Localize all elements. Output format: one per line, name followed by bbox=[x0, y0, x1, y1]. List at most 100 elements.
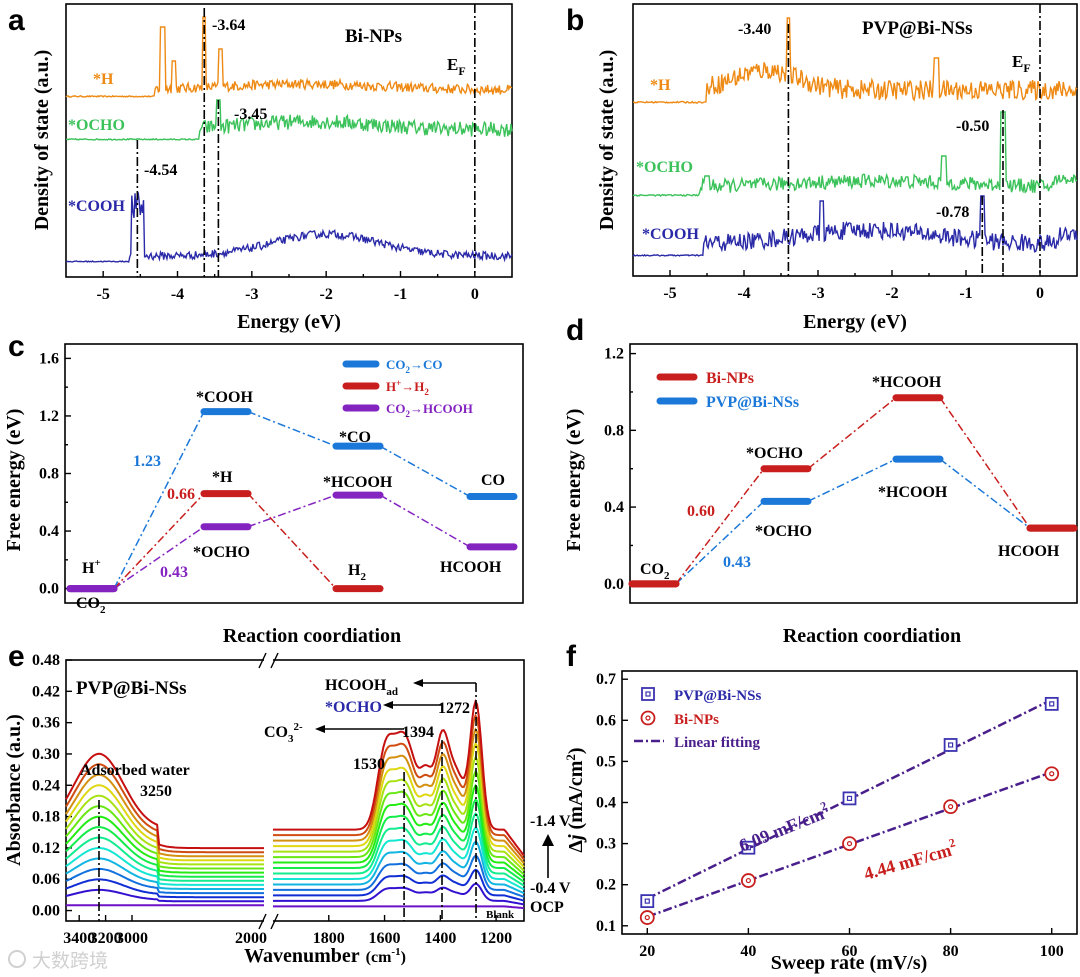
x-tick-label: -1 bbox=[959, 285, 972, 302]
data-point-square-inner bbox=[846, 795, 853, 801]
x-axis-label-c: Reaction coordiation bbox=[223, 625, 401, 647]
peak-value-cooh-b: -0.78 bbox=[936, 204, 969, 221]
legend-label: CO2→HCOOH bbox=[386, 401, 473, 419]
voltage-label-low: -0.4 V bbox=[530, 880, 571, 897]
ir-spectrum-left bbox=[65, 794, 264, 866]
x-tick-label: -2 bbox=[885, 285, 898, 302]
x-tick-label: 60 bbox=[842, 943, 858, 960]
y-tick-label: 0.2 bbox=[596, 877, 616, 894]
state-label-hcooh-end-d: HCOOH bbox=[998, 543, 1060, 560]
ir-spectrum-left bbox=[65, 773, 264, 858]
x-tick-label: -4 bbox=[171, 286, 184, 303]
panel-d: d 0.0 0.4 0.8 1.2 Reaction coordiation Free… bbox=[563, 314, 1078, 647]
connector-1 bbox=[939, 458, 1031, 529]
legend-d: Bi-NPs PVP@Bi-NSs bbox=[656, 370, 799, 411]
y-tick-label: 0.12 bbox=[32, 840, 60, 857]
y-tick-label: 0.4 bbox=[39, 523, 59, 540]
y-tick-label: 0.24 bbox=[32, 777, 60, 794]
blank-label: Blank bbox=[486, 909, 515, 921]
series-label-h-b: *H bbox=[650, 77, 671, 94]
y-tick-label: 0.5 bbox=[596, 753, 616, 770]
watermark-text: 大数跨境 bbox=[32, 950, 108, 972]
panel-letter-e: e bbox=[8, 640, 25, 673]
y-tick-label: 1.2 bbox=[604, 346, 624, 363]
barrier-value-blue: 1.23 bbox=[133, 453, 161, 470]
data-point-circle bbox=[1044, 766, 1060, 782]
axis-break-mark-2 bbox=[270, 652, 279, 669]
data-point-square-inner bbox=[948, 742, 954, 748]
y-tick-label: 0.4 bbox=[596, 795, 616, 812]
voltage-arrow-head bbox=[542, 834, 554, 846]
y-tick-label: 0.00 bbox=[32, 903, 60, 920]
plot-frame-e bbox=[65, 659, 525, 922]
ir-spectrum-right bbox=[273, 698, 525, 857]
fermi-label-b: EF bbox=[1012, 52, 1031, 75]
ir-spectrum-right bbox=[273, 798, 525, 883]
ir-spectrum-left bbox=[65, 826, 264, 878]
state-label-hcooh-int: *HCOOH bbox=[323, 474, 393, 491]
state-label-hcooh-end: HCOOH bbox=[440, 559, 502, 576]
ir-spectrum-right bbox=[273, 769, 525, 876]
peak-value-cooh-a: -4.54 bbox=[144, 162, 177, 179]
legend-label: PVP@Bi-NSs bbox=[706, 394, 799, 411]
x-ticks-b: -5 -4 -3 -2 -1 0 bbox=[663, 270, 1044, 302]
legend-label: Bi-NPs bbox=[674, 712, 719, 728]
ir-spectrum-right bbox=[273, 812, 525, 887]
connector-1 bbox=[113, 493, 205, 590]
state-label-co2: CO2 bbox=[76, 595, 106, 616]
data-point-circle-inner bbox=[1049, 771, 1055, 777]
panel-f: f 20 40 60 80 100 0.1 0.2 0.3 0.4 0.5 0.6 0.7 Sweep… bbox=[563, 640, 1078, 974]
data-point-circle bbox=[943, 799, 959, 815]
capacitance-series-f bbox=[639, 696, 1060, 925]
dos-curves-a bbox=[65, 16, 513, 263]
peak-value-h-a: -3.64 bbox=[212, 17, 245, 34]
y-tick-label: 0.3 bbox=[596, 836, 616, 853]
energy-paths-d bbox=[628, 394, 1078, 588]
series-label-h-a: *H bbox=[93, 71, 114, 88]
data-point-circle-inner bbox=[745, 877, 751, 884]
axis-break-gap bbox=[264, 652, 273, 930]
series-label-ocho-b: *OCHO bbox=[636, 159, 693, 176]
x-tick-label: -5 bbox=[97, 286, 110, 303]
data-point-circle bbox=[842, 836, 857, 851]
state-label-hcooh-blue: *HCOOH bbox=[878, 484, 948, 501]
legend-label: Linear fitting bbox=[674, 735, 760, 751]
peak-markers-e bbox=[98, 679, 477, 921]
ir-spectrum-left bbox=[65, 878, 264, 899]
y-axis-label-e: Absorbance (a.u.) bbox=[3, 714, 25, 866]
panel-letter-c: c bbox=[8, 330, 25, 363]
barrier-value-red-d: 0.60 bbox=[687, 503, 715, 520]
state-label-ocho: *OCHO bbox=[193, 544, 250, 561]
legend-c: CO2→CO H+→H2 CO2→HCOOH bbox=[342, 357, 473, 419]
data-point-circle bbox=[740, 873, 756, 888]
energy-paths-c bbox=[66, 408, 518, 593]
x-tick-label: 20 bbox=[639, 943, 655, 960]
legend-marker-circle bbox=[640, 710, 656, 726]
dos-curve-ocho bbox=[632, 111, 1078, 197]
legend-marker-square bbox=[641, 687, 655, 701]
y-tick-label: 0.0 bbox=[604, 576, 624, 593]
y-tick-label: 0.8 bbox=[604, 422, 624, 439]
connector-1 bbox=[807, 458, 897, 502]
state-label-h2: H2 bbox=[348, 562, 366, 583]
panel-e: e 0.00 0.06 0.12 0.18 0.24 0.30 0.36 0.42 0.48 34… bbox=[3, 640, 571, 967]
legend-label: Bi-NPs bbox=[706, 370, 754, 387]
title-b: PVP@Bi-NSs bbox=[862, 18, 973, 39]
axis-break-mark-1 bbox=[258, 652, 267, 669]
ir-spectrum-right bbox=[273, 882, 525, 906]
voltage-label-high: -1.4 V bbox=[530, 813, 571, 830]
data-point-square-inner bbox=[745, 845, 751, 851]
y-axis-label-b: Density of state (a.u.) bbox=[596, 50, 618, 231]
data-point-square bbox=[741, 840, 756, 855]
x-axis-label-f: Sweep rate (mV/s) bbox=[771, 952, 928, 974]
state-label-hcooh-red: *HCOOH bbox=[872, 374, 942, 391]
panel-letter-b: b bbox=[566, 4, 584, 37]
connector-2 bbox=[113, 526, 205, 590]
arrow-hcooh-head bbox=[413, 679, 423, 687]
data-point-circle bbox=[639, 910, 655, 925]
connector-2 bbox=[379, 494, 471, 548]
barrier-value-purple: 0.43 bbox=[160, 564, 188, 581]
x-tick-label: 0 bbox=[471, 286, 479, 303]
y-ticks-c: 0.0 0.4 0.8 1.2 1.6 bbox=[39, 350, 71, 598]
x-tick-label: 1400 bbox=[424, 930, 456, 947]
